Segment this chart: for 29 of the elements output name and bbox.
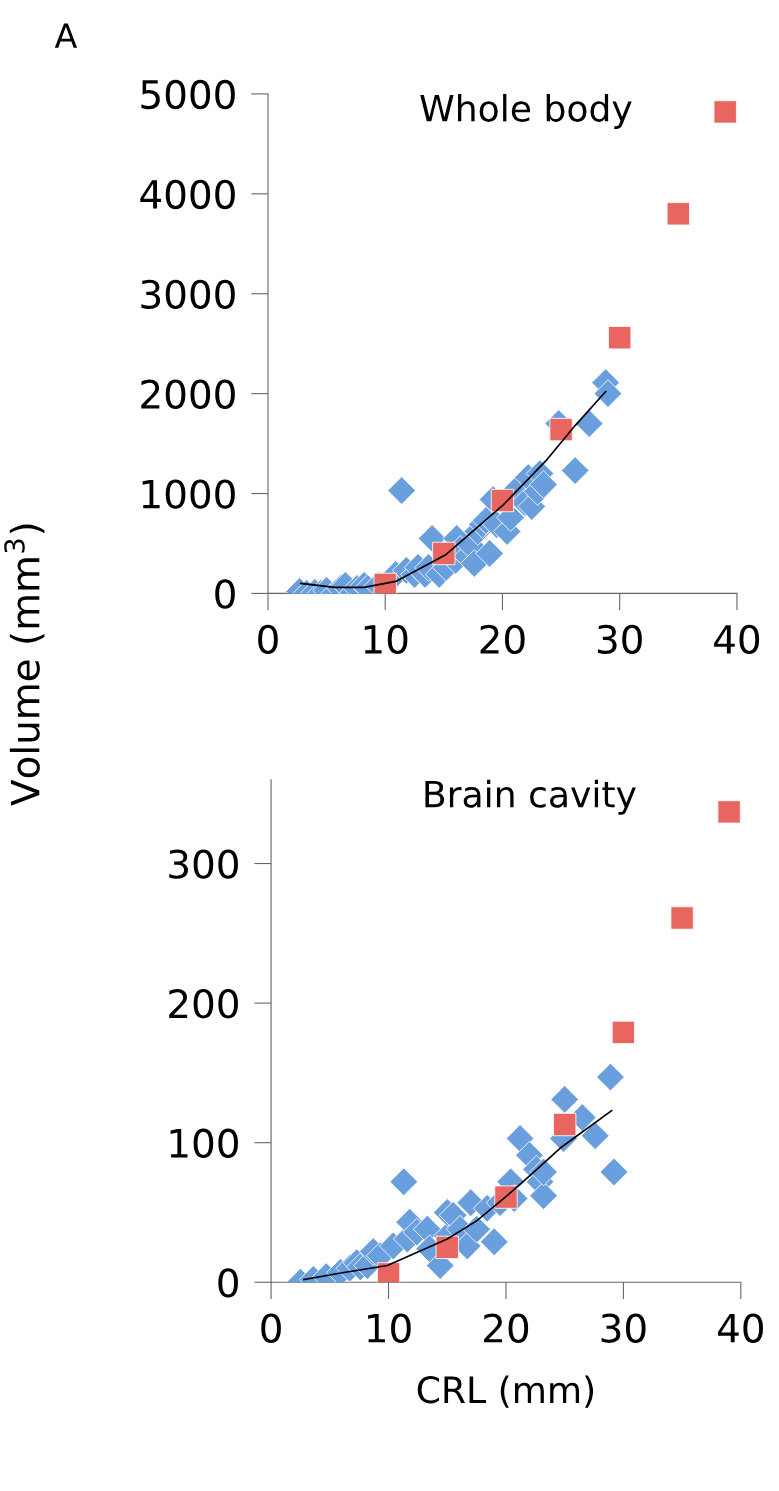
x-tick-label: 20 bbox=[480, 624, 525, 655]
y-tick-label: 1000 bbox=[142, 479, 235, 509]
x-tick-label: 30 bbox=[601, 1313, 646, 1343]
point bbox=[560, 456, 590, 485]
y-tick-label: 3000 bbox=[141, 279, 235, 310]
x-tick-label: 10 bbox=[364, 624, 408, 655]
x-tick-label: 0 bbox=[261, 1313, 281, 1343]
chart-title: Brain cavity bbox=[425, 779, 636, 815]
y-tick-label: 100 bbox=[170, 1128, 238, 1159]
point bbox=[550, 1085, 579, 1114]
x-tick-label: 20 bbox=[484, 1313, 529, 1343]
y-tick-label: 0 bbox=[218, 1268, 238, 1298]
y-tick-label: 0 bbox=[215, 579, 235, 609]
point bbox=[479, 1227, 509, 1257]
x-axis-title: CRL (mm) bbox=[417, 1375, 594, 1408]
x-tick-label: 10 bbox=[368, 1313, 411, 1343]
text: A bbox=[54, 23, 78, 48]
x-tick-label: 40 bbox=[714, 624, 760, 655]
y-tick-label: 2000 bbox=[141, 379, 235, 409]
x-tick-label: 0 bbox=[258, 624, 278, 655]
x-tick-label: 30 bbox=[597, 624, 642, 655]
y-tick-label: 300 bbox=[169, 849, 238, 879]
y-tick-label: 4000 bbox=[140, 179, 235, 210]
y-tick-label: 200 bbox=[169, 989, 238, 1019]
point bbox=[608, 326, 632, 350]
y-tick-label: 5000 bbox=[141, 79, 235, 110]
y-axis-title: Volume (mm$^{3}$) bbox=[4, 524, 45, 806]
x-tick-label: 40 bbox=[717, 1313, 763, 1343]
chart-title: Whole body bbox=[420, 93, 632, 129]
